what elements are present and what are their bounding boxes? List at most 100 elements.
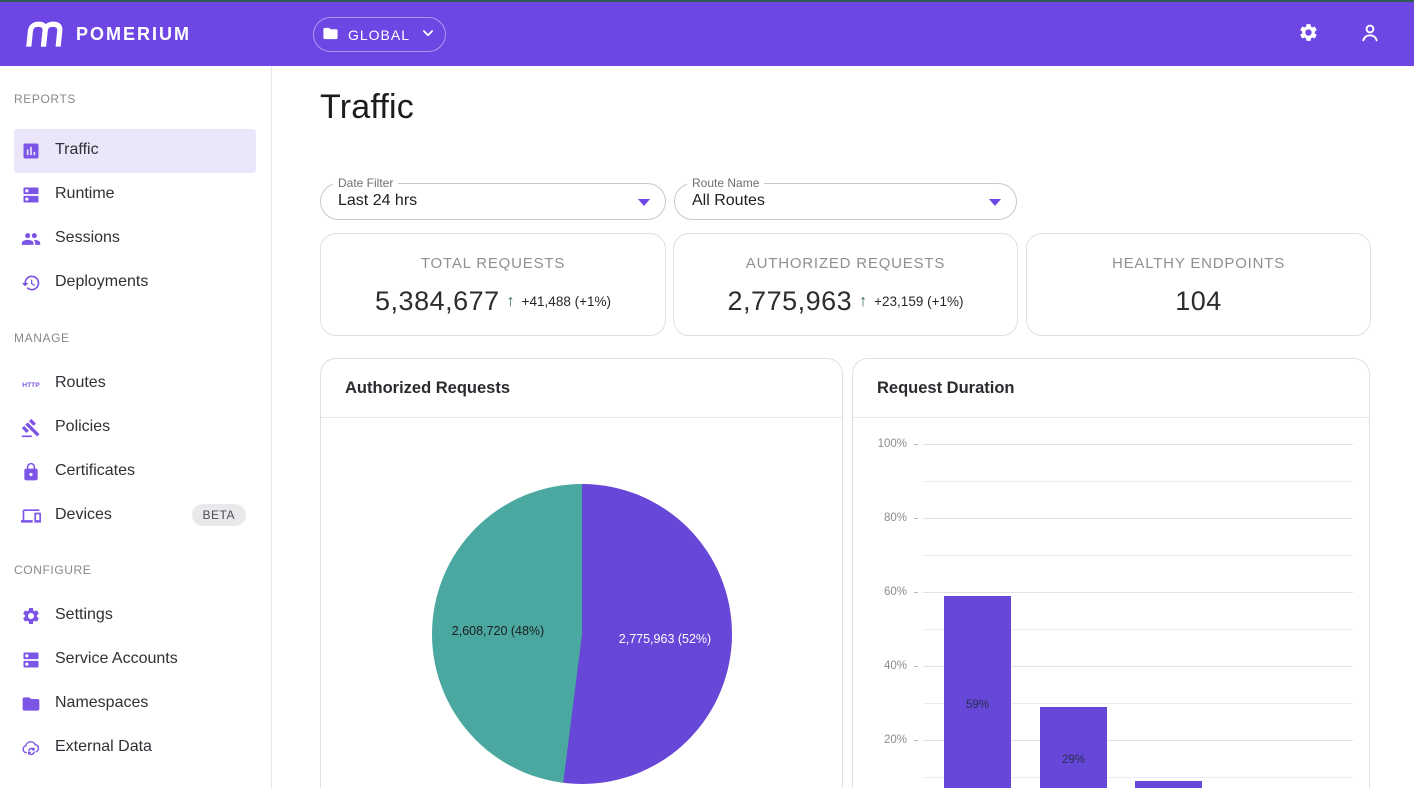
- person-icon: [1358, 21, 1382, 48]
- sidebar-item-routes[interactable]: HTTP Routes: [0, 362, 272, 406]
- stat-card-title: AUTHORIZED REQUESTS: [745, 255, 946, 272]
- devices-icon: [21, 506, 41, 526]
- sidebar-item-label: Service Accounts: [55, 650, 178, 667]
- gridline-major: [923, 740, 1353, 741]
- stat-value-row: 2,775,963 ↑ +23,159 (+1%): [674, 286, 1017, 317]
- lock-icon: [21, 462, 41, 482]
- request-duration-card: Request Duration 100% 80% 60% 40% 20% 59% 29% 9…: [852, 358, 1370, 788]
- page-title: Traffic: [320, 88, 414, 126]
- chevron-down-icon: [419, 24, 437, 45]
- sidebar-item-external-data[interactable]: External Data: [0, 726, 272, 770]
- cloud-sync-icon: [21, 738, 41, 758]
- gridline-minor: [923, 481, 1353, 482]
- y-axis-tick-label: 80%: [883, 512, 907, 524]
- folder-icon: [21, 694, 41, 714]
- dropdown-arrow-icon: [989, 199, 1001, 206]
- sidebar-item-traffic[interactable]: Traffic: [0, 129, 272, 173]
- sidebar-item-policies[interactable]: Policies: [0, 406, 272, 450]
- stat-value-row: 104: [1027, 286, 1370, 317]
- sidebar-item-highlight: [14, 594, 256, 638]
- arrow-up-icon: ↑: [859, 292, 868, 310]
- sidebar-item-namespaces[interactable]: Namespaces: [0, 682, 272, 726]
- app-bar: POMERIUM GLOBAL: [0, 2, 1414, 66]
- sidebar-item-highlight: [14, 217, 256, 261]
- sidebar-item-highlight: [14, 362, 256, 406]
- gridline-minor: [923, 629, 1353, 630]
- sidebar-item-highlight: [14, 129, 256, 173]
- route-name-label: Route Name: [687, 176, 765, 190]
- stat-value: 2,775,963: [727, 286, 853, 316]
- storage-icon: [21, 650, 41, 670]
- gridline-major: [923, 518, 1353, 519]
- history-icon: [21, 273, 41, 293]
- stat-delta: +23,159 (+1%): [874, 294, 964, 309]
- gridline-minor: [923, 777, 1353, 778]
- y-axis-tick-label: 100%: [877, 438, 907, 450]
- bar-segment[interactable]: 9%: [1135, 780, 1202, 788]
- sidebar-item-label: Traffic: [55, 141, 99, 158]
- gridline-major: [923, 592, 1353, 593]
- sidebar-item-label: Policies: [55, 418, 111, 435]
- pomerium-logo-icon: [26, 17, 64, 52]
- sidebar-item-label: Runtime: [55, 185, 115, 202]
- y-axis-tick-mark: [914, 444, 918, 445]
- sidebar-item-label: Settings: [55, 606, 113, 623]
- y-axis-tick-label: 40%: [883, 660, 907, 672]
- gridline-major: [923, 444, 1353, 445]
- people-icon: [21, 229, 41, 249]
- sidebar-section-title: REPORTS: [14, 92, 76, 106]
- bar-value-label: 59%: [965, 698, 990, 711]
- window-top-edge: [0, 0, 1414, 2]
- gridline-major: [923, 666, 1353, 667]
- gavel-icon: [21, 418, 41, 438]
- dns-icon: [21, 185, 41, 205]
- folder-icon: [322, 25, 339, 45]
- sidebar-item-label: External Data: [55, 738, 152, 755]
- settings-button[interactable]: [1288, 14, 1328, 54]
- beta-badge: BETA: [191, 504, 246, 526]
- sidebar-item-deployments[interactable]: Deployments: [0, 261, 272, 305]
- sidebar-item-label: Routes: [55, 374, 106, 391]
- y-axis-tick-mark: [914, 740, 918, 741]
- y-axis-tick-mark: [914, 592, 918, 593]
- sidebar-section-title: MANAGE: [14, 331, 70, 345]
- bar-segment[interactable]: 29%: [1040, 706, 1107, 788]
- sidebar-item-label: Deployments: [55, 273, 149, 290]
- sidebar-item-certificates[interactable]: Certificates: [0, 450, 272, 494]
- sidebar: REPORTS Traffic Runtime Sessions Deployments…: [0, 66, 272, 788]
- stat-card-total-requests: TOTAL REQUESTS 5,384,677 ↑ +41,488 (+1%): [320, 233, 666, 336]
- sidebar-item-service-accounts[interactable]: Service Accounts: [0, 638, 272, 682]
- gear-icon: [1298, 22, 1319, 46]
- date-filter-select[interactable]: Date Filter Last 24 hrs: [320, 176, 666, 220]
- sidebar-item-label: Certificates: [55, 462, 136, 479]
- y-axis-tick-mark: [914, 666, 918, 667]
- stat-delta: +41,488 (+1%): [521, 294, 611, 309]
- pie-chart[interactable]: [432, 484, 732, 784]
- sidebar-item-label: Namespaces: [55, 694, 149, 711]
- stat-value: 104: [1175, 286, 1222, 316]
- sidebar-item-highlight: [14, 173, 256, 217]
- sidebar-item-label: Devices: [55, 506, 112, 523]
- bar-segment[interactable]: 59%: [944, 595, 1011, 788]
- gear-icon: [21, 606, 41, 626]
- y-axis-tick-mark: [914, 518, 918, 519]
- pie-slice-label: 2,775,963 (52%): [618, 632, 712, 646]
- sidebar-item-settings[interactable]: Settings: [0, 594, 272, 638]
- sidebar-item-highlight: [14, 406, 256, 450]
- sidebar-item-sessions[interactable]: Sessions: [0, 217, 272, 261]
- route-name-select[interactable]: Route Name All Routes: [674, 176, 1017, 220]
- sidebar-item-runtime[interactable]: Runtime: [0, 173, 272, 217]
- sidebar-item-devices[interactable]: Devices BETA: [0, 494, 272, 538]
- namespace-selector-button[interactable]: GLOBAL: [313, 17, 446, 52]
- pie-slice-label: 2,608,720 (48%): [451, 624, 545, 638]
- divider: [321, 417, 842, 418]
- brand-name: POMERIUM: [76, 23, 191, 44]
- stat-card-title: TOTAL REQUESTS: [420, 255, 566, 272]
- account-button[interactable]: [1350, 14, 1390, 54]
- route-name-value: All Routes: [692, 192, 765, 209]
- dropdown-arrow-icon: [638, 199, 650, 206]
- y-axis-tick-label: 60%: [883, 586, 907, 598]
- stat-value: 5,384,677: [375, 286, 500, 316]
- bar-value-label: 29%: [1061, 754, 1086, 767]
- bar-card-title: Request Duration: [877, 379, 1015, 397]
